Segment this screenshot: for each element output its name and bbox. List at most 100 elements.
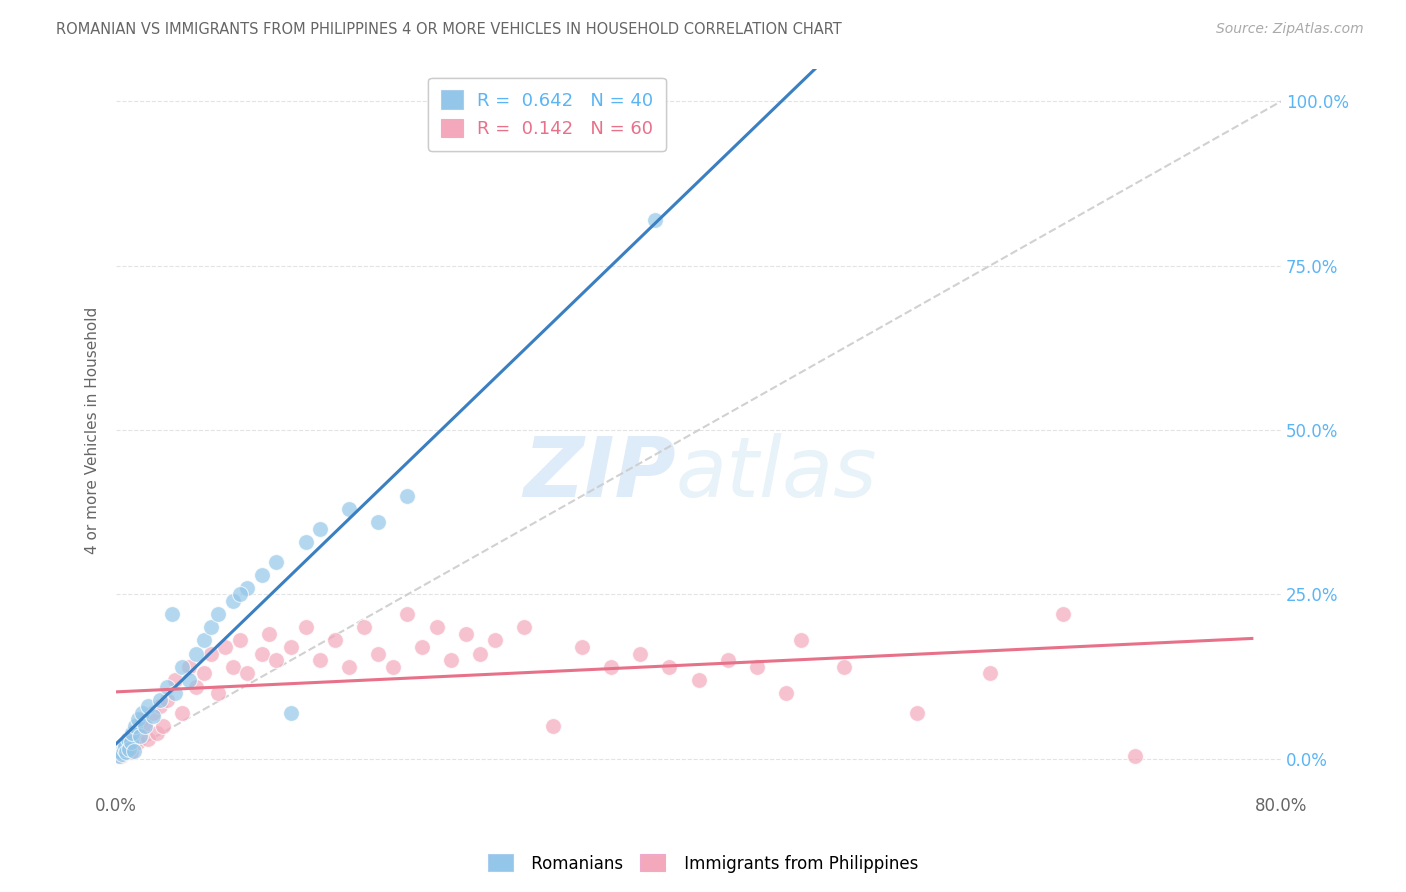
Point: [294, 534, 316, 549]
Point: [411, 640, 433, 654]
Point: [425, 620, 447, 634]
Point: [440, 653, 463, 667]
Text: ROMANIAN VS IMMIGRANTS FROM PHILIPPINES 4 OR MORE VEHICLES IN HOUSEHOLD CORRELAT: ROMANIAN VS IMMIGRANTS FROM PHILIPPINES …: [56, 22, 842, 37]
Point: [163, 673, 186, 687]
Point: [127, 712, 149, 726]
Point: [775, 686, 797, 700]
Point: [229, 633, 252, 648]
Point: [979, 666, 1001, 681]
Point: [156, 680, 179, 694]
Point: [513, 620, 536, 634]
Point: [832, 660, 855, 674]
Point: [396, 489, 419, 503]
Y-axis label: 4 or more Vehicles in Household: 4 or more Vehicles in Household: [86, 307, 100, 554]
Point: [124, 719, 146, 733]
Point: [149, 699, 172, 714]
Legend:  Romanians,  Immigrants from Philippines: Romanians, Immigrants from Philippines: [481, 847, 925, 880]
Point: [186, 647, 208, 661]
Point: [131, 706, 153, 720]
Point: [789, 633, 811, 648]
Point: [367, 647, 389, 661]
Point: [200, 647, 222, 661]
Point: [112, 742, 135, 756]
Point: [134, 719, 156, 733]
Point: [115, 739, 138, 753]
Point: [717, 653, 740, 667]
Point: [1125, 748, 1147, 763]
Point: [177, 660, 200, 674]
Point: [222, 594, 245, 608]
Point: [266, 653, 288, 667]
Point: [111, 747, 134, 761]
Point: [128, 729, 150, 743]
Point: [177, 673, 200, 687]
Point: [214, 640, 236, 654]
Point: [905, 706, 928, 720]
Point: [170, 660, 193, 674]
Point: [207, 686, 229, 700]
Point: [396, 607, 419, 622]
Point: [136, 699, 159, 714]
Point: [117, 732, 139, 747]
Point: [337, 502, 360, 516]
Point: [266, 555, 288, 569]
Point: [110, 748, 132, 763]
Point: [193, 633, 215, 648]
Point: [309, 653, 332, 667]
Point: [367, 515, 389, 529]
Point: [571, 640, 593, 654]
Point: [200, 620, 222, 634]
Point: [745, 660, 768, 674]
Text: atlas: atlas: [675, 433, 877, 514]
Point: [136, 732, 159, 747]
Point: [112, 742, 135, 756]
Point: [294, 620, 316, 634]
Point: [108, 748, 131, 763]
Point: [309, 522, 332, 536]
Point: [121, 725, 143, 739]
Point: [120, 745, 142, 759]
Text: Source: ZipAtlas.com: Source: ZipAtlas.com: [1216, 22, 1364, 37]
Point: [122, 744, 145, 758]
Point: [152, 719, 174, 733]
Point: [470, 647, 492, 661]
Point: [688, 673, 710, 687]
Point: [644, 212, 666, 227]
Point: [600, 660, 623, 674]
Point: [207, 607, 229, 622]
Point: [186, 680, 208, 694]
Point: [280, 640, 302, 654]
Point: [122, 725, 145, 739]
Point: [628, 647, 651, 661]
Point: [222, 660, 245, 674]
Point: [170, 706, 193, 720]
Point: [229, 587, 252, 601]
Point: [193, 666, 215, 681]
Point: [110, 745, 132, 759]
Point: [484, 633, 506, 648]
Point: [454, 627, 477, 641]
Point: [163, 686, 186, 700]
Point: [236, 666, 259, 681]
Point: [250, 647, 273, 661]
Point: [156, 692, 179, 706]
Point: [149, 692, 172, 706]
Point: [114, 739, 136, 753]
Point: [115, 745, 138, 759]
Point: [142, 706, 165, 720]
Point: [257, 627, 280, 641]
Point: [120, 735, 142, 749]
Point: [127, 735, 149, 749]
Point: [146, 725, 169, 739]
Point: [1052, 607, 1074, 622]
Point: [337, 660, 360, 674]
Point: [131, 712, 153, 726]
Point: [353, 620, 375, 634]
Point: [541, 719, 564, 733]
Point: [142, 709, 165, 723]
Point: [381, 660, 404, 674]
Point: [160, 607, 183, 622]
Point: [280, 706, 302, 720]
Point: [117, 732, 139, 747]
Text: ZIP: ZIP: [523, 433, 675, 514]
